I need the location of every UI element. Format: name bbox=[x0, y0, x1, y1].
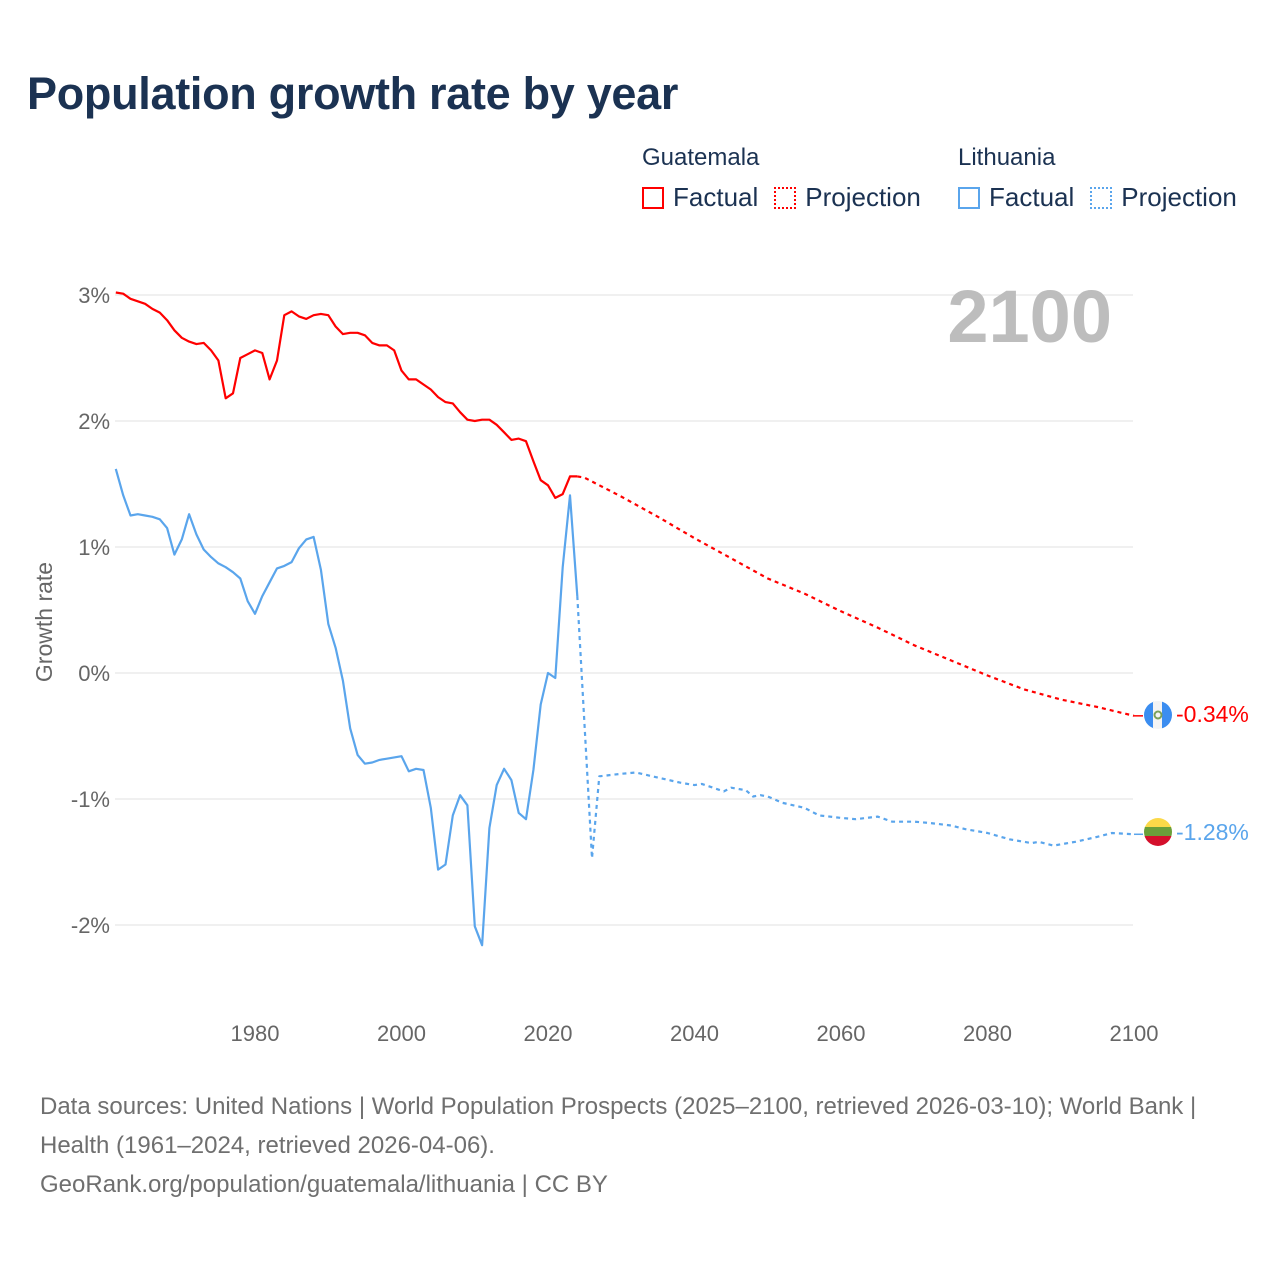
x-tick-label: 2080 bbox=[963, 1021, 1012, 1046]
x-axis: 1980 2000 2020 2040 2060 2080 2100 bbox=[231, 1021, 1159, 1046]
legend-label: Factual bbox=[673, 182, 759, 212]
x-tick-label: 2020 bbox=[524, 1021, 573, 1046]
y-tick-label: -1% bbox=[71, 787, 110, 812]
legend-item-guatemala-projection[interactable]: Projection bbox=[774, 182, 921, 213]
legend-country-label: Guatemala bbox=[642, 144, 760, 171]
source-link[interactable]: GeoRank.org/population/guatemala/lithuan… bbox=[40, 1171, 608, 1198]
legend-label: Projection bbox=[805, 182, 921, 212]
x-tick-label: 1980 bbox=[231, 1021, 280, 1046]
series-line-lithuania-projection bbox=[576, 596, 1135, 860]
legend-label: Factual bbox=[989, 182, 1075, 212]
guatemala-flag-icon bbox=[1144, 701, 1172, 729]
series-line-guatemala-projection bbox=[577, 475, 1135, 717]
y-tick-label: 0% bbox=[78, 661, 110, 686]
footer: Data sources: United Nations | World Pop… bbox=[40, 1087, 1230, 1204]
legend-item-lithuania-factual[interactable]: Factual bbox=[958, 182, 1074, 213]
y-axis-label: Growth rate bbox=[31, 562, 57, 682]
x-tick-label: 2000 bbox=[377, 1021, 426, 1046]
x-tick-label: 2040 bbox=[670, 1021, 719, 1046]
grid bbox=[115, 294, 1133, 926]
legend-country-label: Lithuania bbox=[958, 144, 1056, 171]
y-tick-label: -2% bbox=[71, 913, 110, 938]
legend-item-lithuania-projection[interactable]: Projection bbox=[1090, 182, 1237, 213]
guatemala-end-label: -0.34% bbox=[1176, 701, 1249, 727]
y-tick-label: 3% bbox=[78, 283, 110, 308]
series-line-lithuania-factual bbox=[114, 468, 579, 947]
chart-title: Population growth rate by year bbox=[27, 68, 679, 119]
lithuania-end-label: -1.28% bbox=[1176, 819, 1249, 845]
y-tick-label: 2% bbox=[78, 409, 110, 434]
legend-label: Projection bbox=[1121, 182, 1237, 212]
y-tick-label: 1% bbox=[78, 535, 110, 560]
year-overlay: 2100 bbox=[947, 275, 1112, 358]
data-sources: Data sources: United Nations | World Pop… bbox=[40, 1093, 1197, 1159]
legend-swatch-dotted-icon bbox=[774, 186, 797, 209]
x-tick-label: 2100 bbox=[1110, 1021, 1159, 1046]
series-lines bbox=[114, 291, 1143, 947]
legend-swatch-solid-icon bbox=[642, 186, 664, 209]
lithuania-flag-icon bbox=[1144, 818, 1172, 846]
y-axis: 3% 2% 1% 0% -1% -2% bbox=[71, 283, 110, 938]
legend-item-guatemala-factual[interactable]: Factual bbox=[642, 182, 758, 213]
legend-swatch-solid-icon bbox=[958, 186, 980, 209]
legend-swatch-dotted-icon bbox=[1090, 186, 1113, 209]
legend-lithuania: Lithuania Factual Projection bbox=[958, 144, 1253, 213]
x-tick-label: 2060 bbox=[817, 1021, 866, 1046]
series-line-guatemala-factual bbox=[115, 291, 578, 499]
legend-guatemala: Guatemala Factual Projection bbox=[642, 144, 937, 213]
